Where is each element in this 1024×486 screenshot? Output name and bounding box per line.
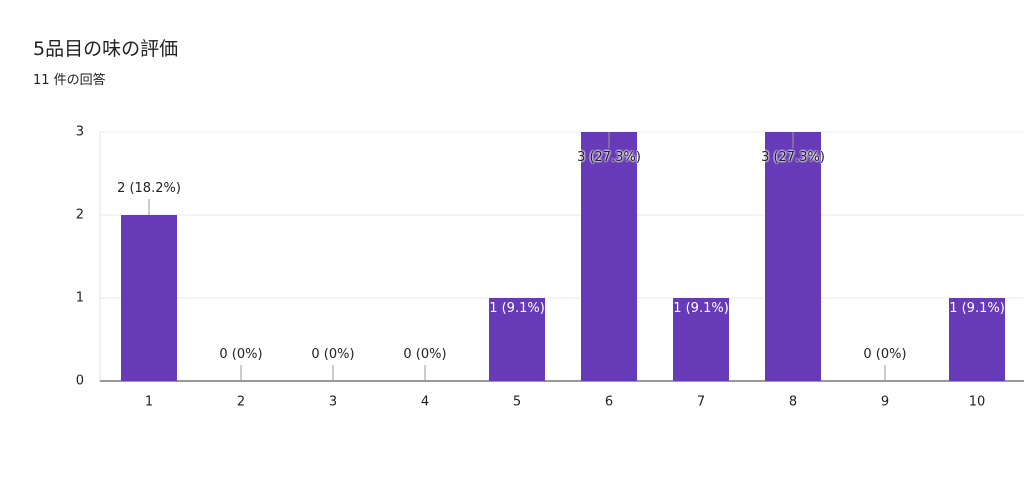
x-tick-label: 7 <box>697 395 705 410</box>
value-label: 2 (18.2%) <box>117 181 181 196</box>
bar <box>489 298 545 381</box>
value-label: 0 (0%) <box>403 347 447 362</box>
value-label: 1 (9.1%) <box>949 301 1005 316</box>
value-label: 0 (0%) <box>219 347 263 362</box>
value-label: 0 (0%) <box>863 347 907 362</box>
value-label: 1 (9.1%) <box>673 301 729 316</box>
x-tick-label: 10 <box>969 395 986 410</box>
value-label: 1 (9.1%) <box>489 301 545 316</box>
y-tick-label: 2 <box>76 208 84 223</box>
value-label: 3 (27.3%) <box>761 150 825 165</box>
x-tick-label: 5 <box>513 395 521 410</box>
y-tick-label: 3 <box>76 125 84 140</box>
x-tick-label: 1 <box>145 395 153 410</box>
bar <box>949 298 1005 381</box>
chart-subtitle: 11 件の回答 <box>33 73 106 88</box>
bar <box>581 132 637 381</box>
bar <box>121 215 177 381</box>
y-tick-label: 1 <box>76 291 84 306</box>
value-label: 0 (0%) <box>311 347 355 362</box>
y-tick-label: 0 <box>76 374 84 389</box>
x-tick-label: 9 <box>881 395 889 410</box>
x-tick-label: 6 <box>605 395 613 410</box>
x-tick-label: 4 <box>421 395 429 410</box>
bar <box>765 132 821 381</box>
chart-title: 5品目の味の評価 <box>33 38 179 60</box>
x-tick-label: 2 <box>237 395 245 410</box>
x-tick-label: 3 <box>329 395 337 410</box>
value-label: 3 (27.3%) <box>577 150 641 165</box>
bar <box>673 298 729 381</box>
x-tick-label: 8 <box>789 395 797 410</box>
